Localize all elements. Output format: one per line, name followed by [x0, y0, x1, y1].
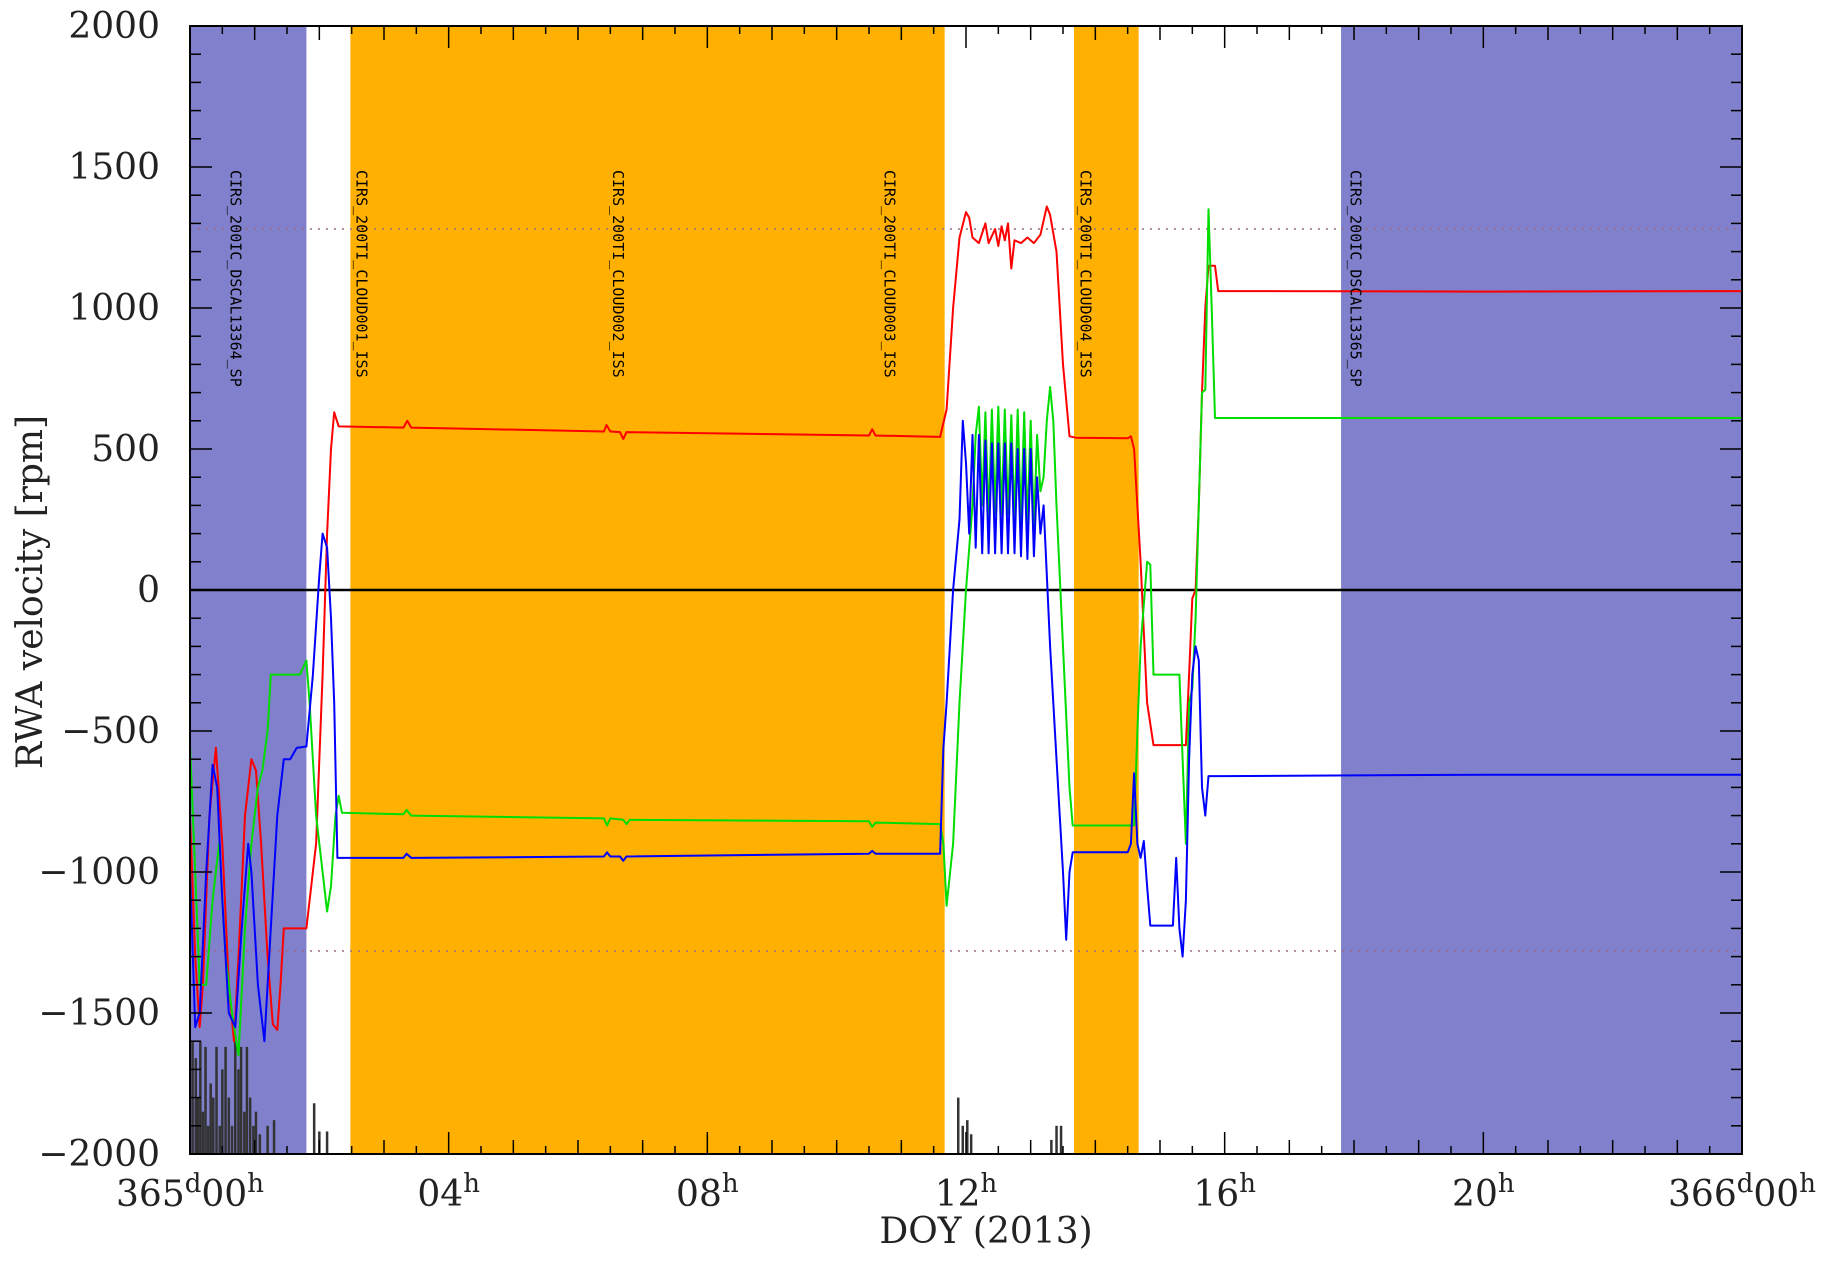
observation-labels: CIRS_200IC_DSCAL13364_SP CIRS_200TI_CLOUD… — [226, 170, 1364, 387]
x-tick-label: 16h — [1193, 1169, 1256, 1215]
series-line — [189, 419, 1742, 1043]
y-tick-label: −1500 — [38, 993, 160, 1034]
series-line — [189, 205, 1743, 1043]
y-axis-ticks: −2000 −1500 −1000 −500 0 500 1000 1500 2000 — [38, 6, 1742, 1175]
x-axis-label: DOY (2013) — [879, 1211, 1092, 1252]
y-tick-label: −500 — [61, 711, 160, 752]
y-tick-label: −1000 — [38, 852, 160, 893]
observation-label: CIRS_200TI_CLOUD003_ISS — [881, 170, 899, 378]
y-axis-label: RWA velocity [rpm] — [10, 415, 51, 769]
y-tick-label: 500 — [91, 429, 160, 470]
y-tick-label: 1500 — [68, 147, 160, 188]
series-lines — [189, 205, 1743, 1057]
observation-label: CIRS_200TI_CLOUD002_ISS — [609, 170, 627, 378]
y-tick-label: 2000 — [68, 6, 160, 47]
x-tick-label: 12h — [935, 1169, 998, 1215]
x-tick-label: 04h — [417, 1169, 480, 1215]
observation-label: CIRS_200TI_CLOUD004_ISS — [1077, 170, 1095, 378]
y-tick-label: 1000 — [68, 288, 160, 329]
x-tick-label: 365d00h — [116, 1169, 264, 1215]
series-line — [189, 208, 1742, 1057]
y-tick-label: −2000 — [38, 1134, 160, 1175]
x-tick-label: 20h — [1452, 1169, 1515, 1215]
x-tick-label: 08h — [676, 1169, 739, 1215]
y-tick-label: 0 — [137, 570, 160, 611]
observation-label: CIRS_200TI_CLOUD001_ISS — [352, 170, 370, 378]
observation-label: CIRS_200IC_DSCAL13364_SP — [226, 170, 244, 387]
event-bars — [191, 1041, 1063, 1154]
x-tick-label: 366d00h — [1668, 1169, 1816, 1215]
observation-label: CIRS_200IC_DSCAL13365_SP — [1346, 170, 1364, 387]
x-axis-ticks: 365d00h 04h 08h 12h 16h 20h 366d00h — [116, 26, 1816, 1215]
